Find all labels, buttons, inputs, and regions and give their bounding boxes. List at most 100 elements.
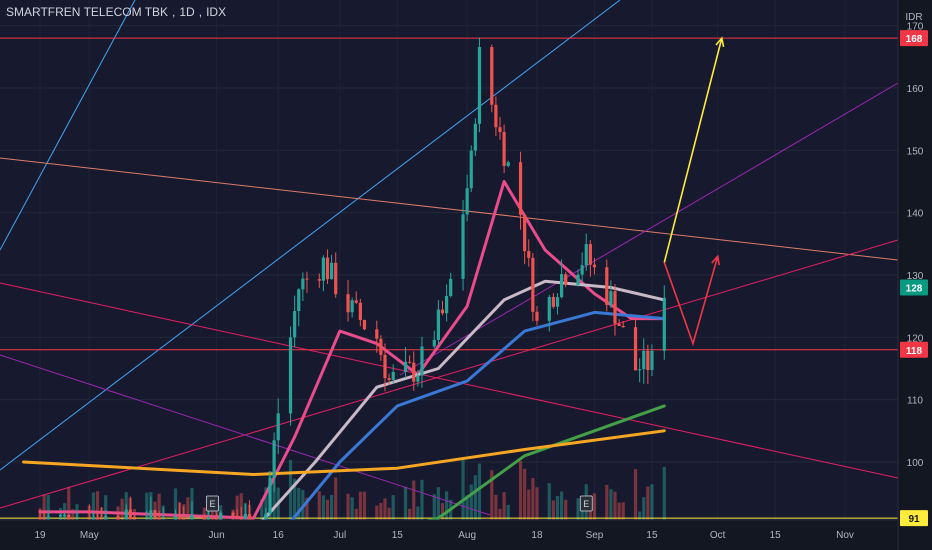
- exchange-label: IDX: [206, 5, 227, 19]
- volume-bar: [330, 494, 334, 520]
- price-label-text: 91: [908, 514, 920, 525]
- moving-averages: [22, 180, 666, 545]
- candle-body: [334, 262, 338, 295]
- candle-body: [375, 329, 379, 339]
- volume-bar: [445, 491, 449, 520]
- candle-body: [605, 267, 609, 305]
- candle-body: [301, 278, 305, 290]
- support-line-pink[interactable]: [0, 239, 899, 509]
- volume-bar: [104, 495, 108, 520]
- trend-line-red[interactable]: [0, 282, 899, 479]
- volume-bar: [350, 497, 354, 520]
- candle-body: [560, 274, 564, 298]
- time-tick-label: 15: [770, 530, 782, 541]
- candle-body: [297, 289, 301, 311]
- volume-bar: [477, 463, 482, 520]
- volume-bar: [334, 477, 338, 520]
- candle-body: [420, 346, 424, 376]
- volume-bar: [592, 493, 597, 520]
- candle-body: [646, 350, 650, 371]
- earnings-marker-label: E: [583, 499, 589, 509]
- volume-bar: [354, 508, 358, 520]
- channel-line-blue-lower[interactable]: [0, 0, 136, 251]
- candle-body: [325, 257, 330, 280]
- volume-bar: [387, 507, 391, 520]
- time-axis[interactable]: 19 May Jun 16 Jul 15 Aug 18 Sep 15 Oct 15 Nov: [34, 530, 853, 541]
- trendlines[interactable]: [0, 0, 899, 516]
- candle-body: [63, 514, 67, 516]
- volume-bar: [576, 498, 580, 520]
- candle-body: [354, 300, 358, 303]
- volume-bar: [502, 492, 506, 520]
- volume-bar: [432, 494, 436, 520]
- price-axis[interactable]: 100 110 120 130 140 150 160 170: [907, 22, 924, 469]
- currency-label: IDR: [905, 12, 922, 23]
- projections[interactable]: [663, 36, 725, 347]
- volume-bar: [260, 499, 264, 520]
- candle-body: [412, 362, 416, 382]
- candle-body: [490, 47, 494, 105]
- candle-body: [210, 517, 215, 519]
- volume-bar: [605, 484, 609, 520]
- volume-bar: [383, 498, 387, 520]
- volume-bar: [297, 487, 301, 520]
- candle-body: [219, 512, 223, 527]
- price-label-box: [900, 510, 928, 527]
- candle-body: [362, 319, 367, 330]
- time-tick-label: Jun: [209, 530, 225, 541]
- candle-body: [383, 354, 387, 379]
- candle-body: [272, 440, 276, 478]
- candle-body: [124, 509, 128, 527]
- candle-body: [613, 291, 617, 324]
- volume-bar: [638, 511, 642, 520]
- resistance-line-orange[interactable]: [0, 157, 899, 261]
- candle-body: [621, 325, 625, 328]
- volume-bar: [609, 489, 613, 520]
- price-label-text: 128: [906, 283, 923, 294]
- price-labels: 168 128 118 91: [900, 30, 928, 527]
- candle-body: [523, 214, 527, 252]
- price-tick-label: 100: [907, 458, 924, 469]
- candle-body: [469, 150, 473, 189]
- candle-body: [38, 518, 42, 520]
- candle-body: [46, 516, 50, 520]
- volume-bar: [408, 508, 412, 520]
- channel-line-blue-upper[interactable]: [0, 0, 621, 471]
- candle-body: [662, 297, 666, 351]
- projection-path: [663, 256, 719, 347]
- time-tick-label: Sep: [586, 530, 604, 541]
- candle-body: [551, 296, 555, 307]
- price-tick-label: 170: [907, 22, 924, 33]
- volume-bar: [523, 468, 527, 520]
- projection-arrowhead: [711, 254, 721, 266]
- price-tick-label: 160: [907, 84, 924, 95]
- candles: [38, 37, 666, 541]
- symbol-name: SMARTFREN TELECOM TBK: [6, 5, 169, 19]
- candle-body: [638, 369, 642, 371]
- candle-body: [403, 361, 408, 372]
- candle-body: [178, 516, 182, 519]
- candle-body: [633, 327, 638, 371]
- volume-bar: [646, 486, 650, 520]
- channel-line-purple-lower[interactable]: [0, 354, 491, 516]
- volume-bar: [272, 475, 276, 520]
- volume-bar: [264, 487, 268, 520]
- candle-body: [153, 510, 157, 518]
- earnings-marker-label: E: [209, 499, 215, 509]
- volume-bar: [71, 509, 75, 520]
- moving-average-line: [22, 429, 666, 476]
- volume-bar: [440, 503, 445, 520]
- candle-body: [173, 516, 178, 523]
- channel-line-purple-upper[interactable]: [399, 82, 899, 376]
- moving-average-line: [276, 310, 666, 539]
- candle-body: [465, 188, 469, 215]
- time-axis-bg: [0, 520, 898, 550]
- price-label-text: 168: [906, 34, 923, 45]
- candle-body: [440, 309, 445, 314]
- candle-body: [305, 278, 309, 280]
- volume-bar: [650, 484, 654, 520]
- volume-bar: [157, 493, 161, 520]
- candle-body: [531, 257, 535, 312]
